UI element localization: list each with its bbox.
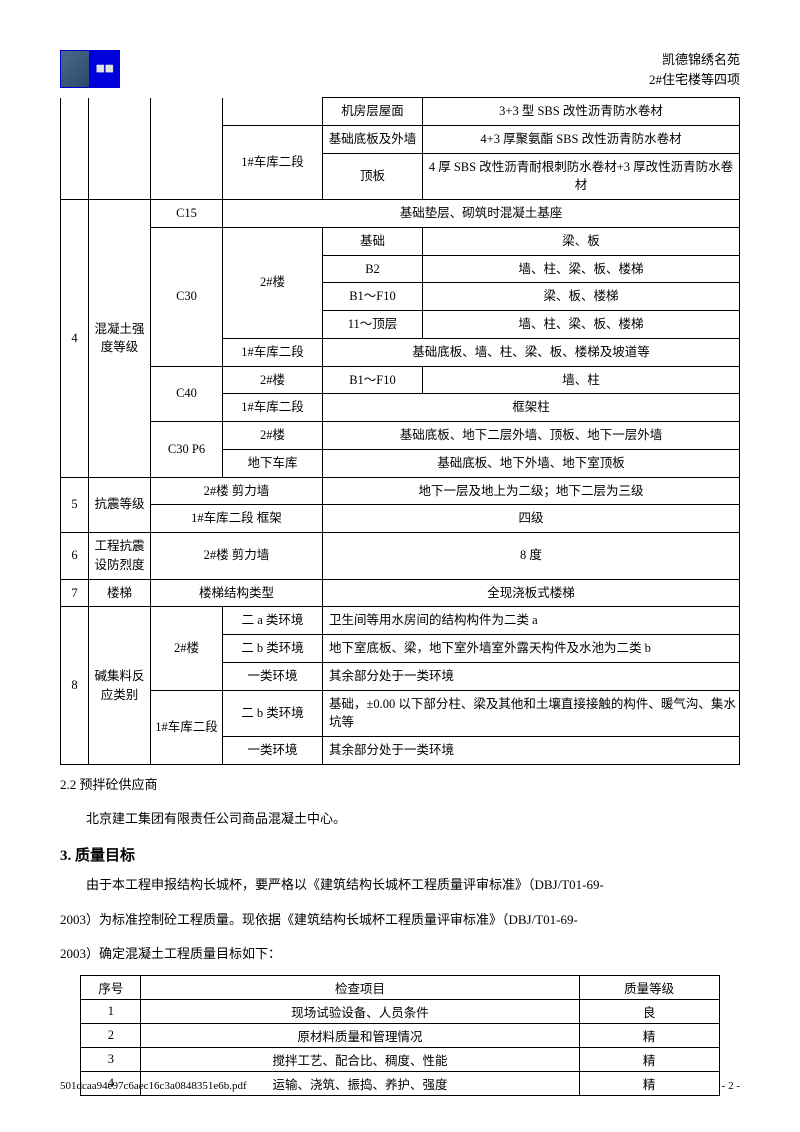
section-3-body-3: 2003）确定混凝土工程质量目标如下：: [60, 940, 740, 969]
section-2-2-title: 2.2 预拌砼供应商: [60, 771, 740, 800]
cell: 四级: [323, 505, 740, 533]
cell: 基础底板、地下外墙、地下室顶板: [323, 449, 740, 477]
header-line1: 凯德锦绣名苑: [649, 50, 740, 70]
section-3-body-1: 由于本工程申报结构长城杯，要严格以《建筑结构长城杯工程质量评审标准》（DBJ/T…: [60, 871, 740, 900]
cell: 11～顶层: [323, 311, 423, 339]
header-line2: 2#住宅楼等四项: [649, 70, 740, 90]
cell: 地下车库: [223, 449, 323, 477]
row-label: 工程抗震设防烈度: [89, 533, 151, 580]
section-3-body-2: 2003）为标准控制砼工程质量。现依据《建筑结构长城杯工程质量评审标准》（DBJ…: [60, 906, 740, 935]
cell: 2#楼: [151, 607, 223, 690]
logo: ⬜⬜: [60, 50, 120, 88]
cell: 8 度: [323, 533, 740, 580]
cell: 原材料质量和管理情况: [141, 1023, 579, 1047]
col-header: 序号: [81, 975, 141, 999]
cell: 4+3 厚聚氨酯 SBS 改性沥青防水卷材: [423, 125, 740, 153]
footer-filename: 501dcaa94e97c6aec16c3a0848351e6b.pdf: [60, 1080, 247, 1092]
cell: 3+3 型 SBS 改性沥青防水卷材: [423, 98, 740, 126]
main-spec-table: 机房层屋面 3+3 型 SBS 改性沥青防水卷材 1#车库二段 基础底板及外墙 …: [60, 97, 740, 765]
cell: B2: [323, 255, 423, 283]
row-no: 5: [61, 477, 89, 533]
cell: 1#车库二段: [223, 338, 323, 366]
cell: 1#车库二段: [223, 125, 323, 199]
cell: 1#车库二段: [151, 690, 223, 764]
header-title: 凯德锦绣名苑 2#住宅楼等四项: [649, 50, 740, 89]
table-row: 2 原材料质量和管理情况 精: [81, 1023, 719, 1047]
cell: 2#楼 剪力墙: [151, 477, 323, 505]
cell: 顶板: [323, 153, 423, 200]
cell: 地下室底板、梁，地下室外墙室外露天构件及水池为二类 b: [323, 635, 740, 663]
cell: 二 b 类环境: [223, 635, 323, 663]
cell: 基础: [323, 227, 423, 255]
cell: B1～F10: [323, 283, 423, 311]
cell: 2: [81, 1023, 141, 1047]
cell: 梁、板、楼梯: [423, 283, 740, 311]
cell: 精: [579, 1047, 719, 1071]
page-footer: 501dcaa94e97c6aec16c3a0848351e6b.pdf - 2…: [60, 1080, 740, 1092]
cell: 一类环境: [223, 662, 323, 690]
cell: C30 P6: [151, 422, 223, 478]
row-no: 4: [61, 200, 89, 478]
cell: 卫生间等用水房间的结构构件为二类 a: [323, 607, 740, 635]
cell: 1#车库二段: [223, 394, 323, 422]
cell: C15: [151, 200, 223, 228]
cell: 其余部分处于一类环境: [323, 737, 740, 765]
cell: 框架柱: [323, 394, 740, 422]
row-no: 8: [61, 607, 89, 765]
cell: 2#楼: [223, 227, 323, 338]
cell: 现场试验设备、人员条件: [141, 999, 579, 1023]
cell: 墙、柱、梁、板、楼梯: [423, 311, 740, 339]
cell: 基础，±0.00 以下部分柱、梁及其他和土壤直接接触的构件、暖气沟、集水坑等: [323, 690, 740, 737]
cell: 地下一层及地上为二级；地下二层为三级: [323, 477, 740, 505]
cell: 梁、板: [423, 227, 740, 255]
cell: 1#车库二段 框架: [151, 505, 323, 533]
row-no: 6: [61, 533, 89, 580]
cell: 3: [81, 1047, 141, 1071]
cell: 墙、柱、梁、板、楼梯: [423, 255, 740, 283]
footer-page-number: - 2 -: [722, 1080, 740, 1092]
table-row: 1 现场试验设备、人员条件 良: [81, 999, 719, 1023]
cell: C30: [151, 227, 223, 366]
cell: 搅拌工艺、配合比、稠度、性能: [141, 1047, 579, 1071]
page-header: ⬜⬜ 凯德锦绣名苑 2#住宅楼等四项: [60, 50, 740, 89]
cell: 精: [579, 1023, 719, 1047]
cell: 良: [579, 999, 719, 1023]
cell: 基础底板、地下二层外墙、顶板、地下一层外墙: [323, 422, 740, 450]
col-header: 质量等级: [579, 975, 719, 999]
table-row: 3 搅拌工艺、配合比、稠度、性能 精: [81, 1047, 719, 1071]
row-no: 7: [61, 579, 89, 607]
col-header: 检查项目: [141, 975, 579, 999]
cell: 2#楼: [223, 422, 323, 450]
section-3-heading: 3. 质量目标: [60, 844, 740, 865]
cell: 1: [81, 999, 141, 1023]
cell: C40: [151, 366, 223, 422]
cell: B1～F10: [323, 366, 423, 394]
cell: 全现浇板式楼梯: [323, 579, 740, 607]
row-label: 抗震等级: [89, 477, 151, 533]
cell: 二 a 类环境: [223, 607, 323, 635]
cell: 2#楼 剪力墙: [151, 533, 323, 580]
cell: 基础底板及外墙: [323, 125, 423, 153]
cell: 基础底板、墙、柱、梁、板、楼梯及坡道等: [323, 338, 740, 366]
cell: 机房层屋面: [323, 98, 423, 126]
row-label: 碱集料反应类别: [89, 607, 151, 765]
cell: 墙、柱: [423, 366, 740, 394]
row-label: 混凝土强度等级: [89, 200, 151, 478]
cell: 楼梯结构类型: [151, 579, 323, 607]
quality-table: 序号 检查项目 质量等级 1 现场试验设备、人员条件 良 2 原材料质量和管理情…: [80, 975, 719, 1096]
cell: 4 厚 SBS 改性沥青耐根刺防水卷材+3 厚改性沥青防水卷材: [423, 153, 740, 200]
row-label: 楼梯: [89, 579, 151, 607]
section-2-2-body: 北京建工集团有限责任公司商品混凝土中心。: [60, 805, 740, 834]
cell: 2#楼: [223, 366, 323, 394]
cell: 基础垫层、砌筑时混凝土基座: [223, 200, 740, 228]
cell: 其余部分处于一类环境: [323, 662, 740, 690]
cell: 一类环境: [223, 737, 323, 765]
cell: 二 b 类环境: [223, 690, 323, 737]
